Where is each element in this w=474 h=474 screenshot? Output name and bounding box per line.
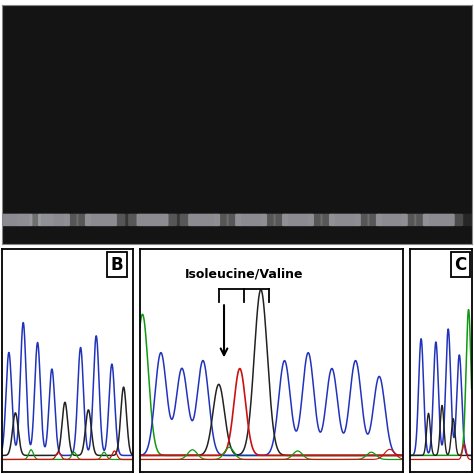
Text: Isoleucine/Valine: Isoleucine/Valine [184, 267, 303, 280]
FancyBboxPatch shape [85, 214, 117, 226]
FancyBboxPatch shape [180, 214, 228, 226]
Text: C: C [455, 255, 467, 273]
FancyBboxPatch shape [261, 214, 335, 226]
FancyBboxPatch shape [308, 214, 382, 226]
FancyBboxPatch shape [214, 214, 288, 226]
FancyBboxPatch shape [116, 214, 190, 226]
FancyBboxPatch shape [282, 214, 314, 226]
FancyBboxPatch shape [137, 214, 168, 226]
FancyBboxPatch shape [188, 214, 220, 226]
FancyBboxPatch shape [167, 214, 241, 226]
FancyBboxPatch shape [0, 214, 41, 226]
FancyBboxPatch shape [320, 214, 369, 226]
FancyBboxPatch shape [17, 214, 91, 226]
FancyBboxPatch shape [0, 214, 54, 226]
FancyBboxPatch shape [273, 214, 322, 226]
FancyBboxPatch shape [367, 214, 416, 226]
FancyBboxPatch shape [29, 214, 78, 226]
FancyBboxPatch shape [355, 214, 429, 226]
FancyBboxPatch shape [0, 214, 32, 226]
FancyBboxPatch shape [235, 214, 267, 226]
FancyBboxPatch shape [64, 214, 138, 226]
FancyBboxPatch shape [329, 214, 361, 226]
FancyBboxPatch shape [376, 214, 408, 226]
FancyBboxPatch shape [76, 214, 125, 226]
FancyBboxPatch shape [423, 214, 455, 226]
FancyBboxPatch shape [227, 214, 275, 226]
FancyBboxPatch shape [38, 214, 70, 226]
Text: B: B [111, 255, 123, 273]
FancyBboxPatch shape [401, 214, 474, 226]
FancyBboxPatch shape [128, 214, 177, 226]
FancyBboxPatch shape [414, 214, 463, 226]
